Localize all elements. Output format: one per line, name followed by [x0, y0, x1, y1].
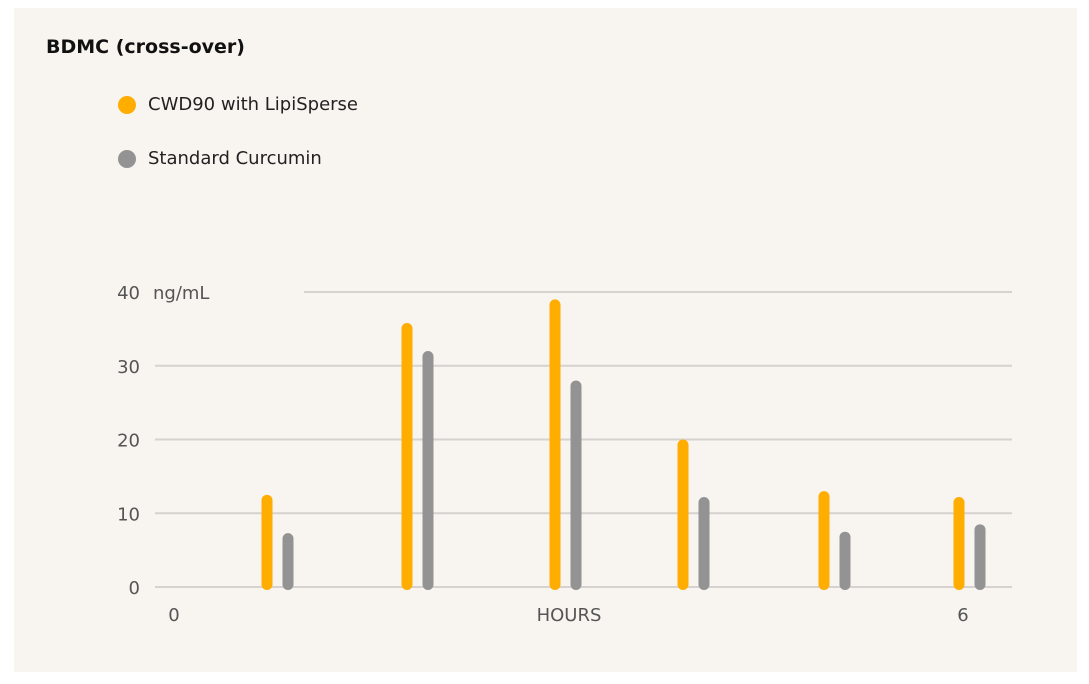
bar-standard	[570, 380, 582, 590]
y-tick-label: 0	[129, 578, 140, 599]
y-tick-label: 20	[117, 431, 140, 452]
y-tick-label: 10	[117, 504, 140, 525]
bar-cwd90	[677, 439, 689, 590]
x-tick-label: 0	[168, 605, 179, 626]
legend-dot-icon	[118, 95, 136, 114]
bar-cwd90	[549, 299, 561, 590]
bar-cwd90	[261, 494, 273, 590]
bar-standard	[698, 497, 710, 590]
bar-standard	[282, 533, 294, 590]
bar-standard	[839, 531, 851, 590]
chart-title: BDMC (cross-over)	[46, 36, 245, 58]
x-axis-label: HOURS	[537, 605, 602, 626]
bar-standard	[422, 351, 434, 590]
legend-dot-icon	[118, 149, 136, 168]
bar-cwd90	[953, 497, 965, 590]
bar-cwd90	[401, 322, 413, 590]
y-tick-label: 30	[117, 357, 140, 378]
bar-standard	[974, 524, 986, 590]
chart-panel	[14, 8, 1077, 672]
legend-item-standard: Standard Curcumin	[118, 148, 322, 169]
x-tick-label: 6	[957, 605, 968, 626]
legend-label: Standard Curcumin	[148, 148, 322, 169]
y-tick-label: 40	[117, 283, 140, 304]
bar-cwd90	[818, 491, 830, 590]
legend-label: CWD90 with LipiSperse	[148, 94, 358, 115]
legend-item-cwd90: CWD90 with LipiSperse	[118, 94, 358, 115]
y-axis-unit: ng/mL	[153, 283, 209, 304]
